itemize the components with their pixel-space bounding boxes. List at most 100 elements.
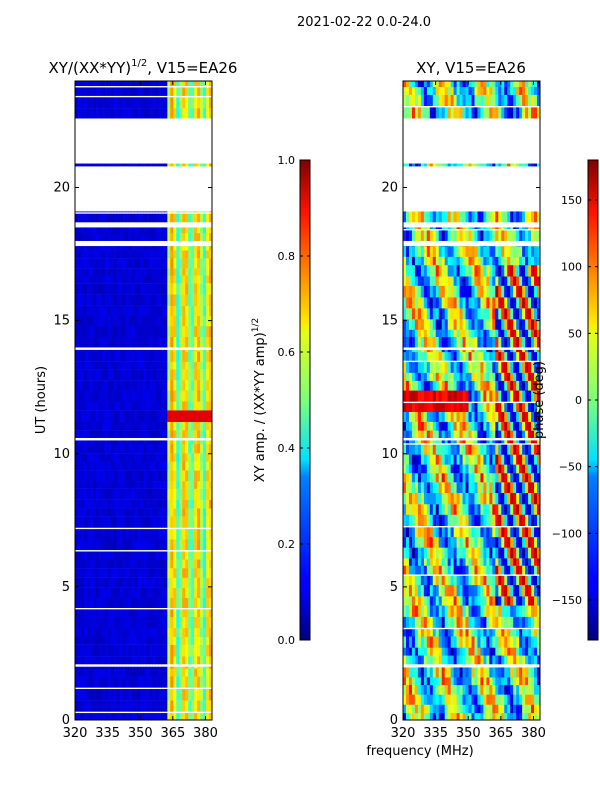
heatmap-cell: [164, 644, 168, 657]
heatmap-cell: [528, 380, 532, 391]
heatmap-cell: [468, 492, 472, 505]
heatmap-cell: [525, 596, 529, 606]
heatmap-cell: [158, 390, 162, 402]
heatmap-cell: [158, 421, 162, 431]
heatmap-cell: [459, 482, 463, 494]
heatmap-cell: [167, 636, 171, 645]
heatmap-cell: [528, 319, 532, 330]
heatmap-cell: [203, 410, 207, 422]
heatmap-cell: [116, 227, 121, 234]
heatmap-cell: [486, 403, 490, 412]
heatmap-cell: [209, 470, 212, 482]
heatmap-cell: [474, 380, 478, 391]
heatmap-cell: [194, 597, 198, 608]
heatmap-cell: [483, 527, 487, 538]
heatmap-cell: [197, 227, 201, 234]
heatmap-cell: [122, 163, 127, 167]
heatmap-cell: [107, 232, 112, 241]
heatmap-cell: [104, 81, 109, 87]
heatmap-cell: [420, 421, 425, 431]
heatmap-cell: [531, 677, 535, 686]
heatmap-cell: [429, 605, 434, 617]
heatmap-cell: [426, 605, 431, 617]
heatmap-cell: [519, 616, 523, 628]
heatmap-cell: [173, 213, 177, 223]
heatmap-cell: [516, 473, 520, 483]
heatmap-cell: [194, 361, 198, 370]
heatmap-cell: [197, 163, 201, 167]
heatmap-cell: [420, 440, 425, 444]
heatmap-cell: [89, 488, 94, 500]
heatmap-cell: [417, 454, 422, 465]
heatmap-cell: [80, 627, 85, 637]
heatmap-cell: [152, 577, 156, 588]
heatmap-cell: [170, 351, 174, 362]
heatmap-cell: [86, 305, 91, 317]
heatmap-cell: [209, 211, 212, 213]
heatmap-cell: [158, 627, 162, 637]
heatmap-cell: [486, 372, 490, 381]
heatmap-cell: [444, 596, 449, 606]
heatmap-cell: [411, 527, 416, 538]
heatmap-cell: [128, 336, 132, 348]
heatmap-cell: [86, 87, 91, 96]
heatmap-cell: [107, 294, 112, 306]
heatmap-cell: [95, 499, 100, 509]
heatmap-cell: [161, 232, 165, 241]
heatmap-cell: [525, 390, 529, 402]
heatmap-cell: [414, 514, 419, 526]
heatmap-cell: [408, 349, 413, 353]
heatmap-cell: [411, 482, 416, 494]
heatmap-cell: [152, 440, 156, 445]
heatmap-cell: [408, 482, 413, 494]
heatmap-cell: [438, 482, 443, 494]
heatmap-cell: [89, 559, 94, 569]
heatmap-cell: [531, 285, 535, 298]
heatmap-cell: [420, 464, 425, 474]
heatmap-cell: [146, 597, 150, 608]
heatmap-cell: [92, 294, 97, 306]
heatmap-cell: [155, 539, 159, 551]
heatmap-cell: [477, 596, 481, 606]
heatmap-cell: [179, 616, 183, 629]
heatmap-cell: [113, 213, 118, 223]
heatmap-cell: [435, 297, 440, 309]
heatmap-cell: [92, 676, 97, 688]
heatmap-cell: [426, 421, 431, 431]
heatmap-cell: [429, 411, 434, 422]
heatmap-cell: [83, 349, 88, 352]
heatmap-cell: [516, 276, 520, 286]
heatmap-cell: [435, 527, 440, 538]
heatmap-cell: [534, 575, 538, 586]
heatmap-cell: [429, 349, 434, 353]
heatmap-cell: [209, 587, 212, 599]
heatmap-cell: [152, 275, 156, 284]
heatmap-cell: [489, 440, 493, 444]
heatmap-cell: [104, 666, 109, 669]
heatmap-cell: [492, 694, 496, 705]
heatmap-cell: [188, 421, 192, 431]
heatmap-cell: [161, 470, 165, 482]
heatmap-cell: [95, 410, 100, 422]
heatmap-cell: [80, 713, 85, 720]
heatmap-cell: [450, 536, 455, 548]
heatmap-cell: [528, 667, 532, 678]
heatmap-cell: [107, 656, 112, 665]
heatmap-cell: [194, 453, 198, 462]
heatmap-cell: [462, 285, 466, 298]
heatmap-cell: [468, 308, 472, 320]
heatmap-cell: [495, 712, 499, 720]
heatmap-cell: [444, 362, 449, 373]
heatmap-cell: [429, 390, 434, 402]
heatmap-cell: [534, 482, 538, 494]
heatmap-cell: [408, 351, 413, 361]
heatmap-cell: [134, 108, 138, 119]
heatmap-cell: [119, 213, 124, 223]
heatmap-cell: [83, 250, 88, 259]
heatmap-cell: [110, 516, 115, 528]
heatmap-cell: [206, 163, 210, 167]
heatmap-cell: [459, 575, 463, 586]
heatmap-cell: [89, 211, 94, 213]
heatmap-cell: [167, 268, 171, 276]
heatmap-cell: [143, 516, 147, 528]
